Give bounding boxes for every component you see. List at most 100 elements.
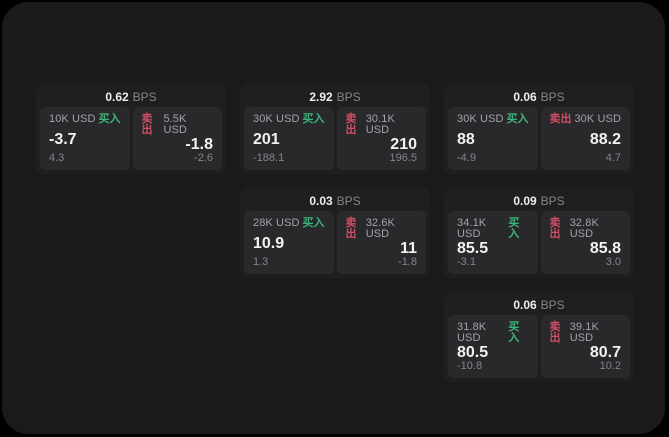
sell-side-label: 卖出	[345, 217, 357, 240]
buy-amount: 30K USD	[253, 113, 300, 125]
card-header: 0.62 BPS	[40, 87, 222, 107]
spread-bps-value: 2.92	[309, 90, 333, 104]
buy-tile[interactable]: 31.8K USD 买入 80.5 -10.8	[448, 315, 538, 378]
buy-sub-value: -4.9	[457, 152, 476, 164]
sell-amount: 32.6K USD	[365, 217, 395, 240]
sell-tile-top-row: 卖出 30.1K USD	[346, 114, 418, 136]
sell-tile[interactable]: 卖出 32.6K USD 11 -1.8	[336, 211, 426, 274]
spread-bps-value: 0.06	[513, 298, 537, 312]
spread-bps-value: 0.06	[513, 90, 537, 104]
buy-sub-value: -10.8	[457, 360, 483, 372]
buy-price: 85.5	[457, 240, 489, 257]
buy-side-label: 买入	[508, 321, 520, 344]
sell-side-label: 卖出	[549, 217, 561, 240]
buy-side-label: 买入	[508, 217, 520, 240]
sell-price: 80.7	[589, 344, 621, 361]
buy-amount: 30K USD	[457, 113, 504, 125]
spread-bps-value: 0.03	[309, 194, 333, 208]
card-header: 0.03 BPS	[244, 191, 426, 211]
sell-sub-value: -1.8	[398, 256, 417, 268]
sell-tile-top-row: 卖出 5.5K USD	[142, 114, 214, 136]
sell-price: 11	[400, 240, 417, 257]
sell-price: 85.8	[589, 240, 621, 257]
sell-price: -1.8	[185, 136, 213, 153]
buy-amount: 10K USD	[49, 113, 96, 125]
buy-side-label: 买入	[302, 113, 325, 125]
buy-tile[interactable]: 28K USD 买入 10.9 1.3	[244, 211, 334, 274]
sell-side-label: 卖出	[549, 113, 572, 125]
card-header: 0.09 BPS	[448, 191, 630, 211]
buy-price: 88	[457, 130, 475, 148]
buy-tile[interactable]: 30K USD 买入 201 -188.1	[244, 107, 334, 170]
sell-amount: 5.5K USD	[163, 113, 187, 136]
sell-price: 210	[390, 136, 417, 153]
sell-amount: 39.1K USD	[569, 321, 599, 344]
buy-tile[interactable]: 30K USD 买入 88 -4.9	[448, 107, 538, 170]
sell-tile-top-row: 卖出 39.1K USD	[550, 322, 622, 344]
buy-tile[interactable]: 10K USD 买入 -3.7 4.3	[40, 107, 130, 170]
quote-tiles: 30K USD 买入 201 -188.1 卖出 30.1K USD 210 1…	[244, 107, 426, 170]
sell-sub-value: 3.0	[605, 256, 621, 268]
sell-tile-top-row: 卖出 32.6K USD	[346, 218, 418, 240]
quote-tiles: 31.8K USD 买入 80.5 -10.8 卖出 39.1K USD 80.…	[448, 315, 630, 378]
sell-price: 88.2	[589, 130, 621, 148]
buy-sub-value: 4.3	[49, 152, 65, 164]
spread-bps-value: 0.62	[105, 90, 129, 104]
buy-tile-top-row: 28K USD 买入	[253, 218, 325, 229]
buy-tile-top-row: 30K USD 买入	[457, 114, 529, 125]
buy-sub-value: -3.1	[457, 256, 476, 268]
buy-price: 201	[253, 130, 280, 148]
buy-tile-top-row: 34.1K USD 买入	[457, 218, 529, 240]
buy-side-label: 买入	[302, 217, 325, 229]
spread-bps-value: 0.09	[513, 194, 537, 208]
buy-sub-value: -188.1	[253, 152, 285, 164]
quote-card: 2.92 BPS 30K USD 买入 201 -188.1 卖出 30.1K …	[240, 83, 430, 174]
sell-tile[interactable]: 卖出 39.1K USD 80.7 10.2	[540, 315, 630, 378]
quote-tiles: 34.1K USD 买入 85.5 -3.1 卖出 32.8K USD 85.8…	[448, 211, 630, 274]
quote-tiles: 28K USD 买入 10.9 1.3 卖出 32.6K USD 11 -1.8	[244, 211, 426, 274]
quote-card: 0.06 BPS 30K USD 买入 88 -4.9 卖出 30K USD 8…	[444, 83, 634, 174]
buy-amount: 34.1K USD	[457, 217, 487, 240]
buy-price: -3.7	[49, 130, 77, 148]
quote-tiles: 30K USD 买入 88 -4.9 卖出 30K USD 88.2 4.7	[448, 107, 630, 170]
spread-bps-unit: BPS	[540, 298, 565, 312]
spread-bps-unit: BPS	[336, 194, 361, 208]
sell-tile[interactable]: 卖出 5.5K USD -1.8 -2.6	[132, 107, 222, 170]
sell-amount: 30K USD	[574, 113, 621, 125]
buy-tile-top-row: 10K USD 买入	[49, 114, 121, 125]
sell-side-label: 卖出	[141, 113, 153, 136]
sell-amount: 30.1K USD	[365, 113, 395, 136]
spread-bps-unit: BPS	[540, 90, 565, 104]
buy-amount: 31.8K USD	[457, 321, 487, 344]
sell-sub-value: 4.7	[605, 152, 621, 164]
sell-sub-value: 196.5	[389, 152, 417, 164]
buy-tile-top-row: 30K USD 买入	[253, 114, 325, 125]
card-header: 0.06 BPS	[448, 295, 630, 315]
sell-side-label: 卖出	[549, 321, 561, 344]
sell-tile[interactable]: 卖出 30K USD 88.2 4.7	[540, 107, 630, 170]
quote-card: 0.06 BPS 31.8K USD 买入 80.5 -10.8 卖出 39.1…	[444, 291, 634, 382]
spread-bps-unit: BPS	[336, 90, 361, 104]
sell-tile[interactable]: 卖出 32.8K USD 85.8 3.0	[540, 211, 630, 274]
buy-amount: 28K USD	[253, 217, 300, 229]
card-header: 2.92 BPS	[244, 87, 426, 107]
spread-bps-unit: BPS	[132, 90, 157, 104]
quote-card: 0.03 BPS 28K USD 买入 10.9 1.3 卖出 32.6K US…	[240, 187, 430, 278]
buy-side-label: 买入	[98, 113, 121, 125]
quote-tiles: 10K USD 买入 -3.7 4.3 卖出 5.5K USD -1.8 -2.…	[40, 107, 222, 170]
sell-tile-top-row: 卖出 32.8K USD	[550, 218, 622, 240]
buy-tile-top-row: 31.8K USD 买入	[457, 322, 529, 344]
sell-sub-value: -2.6	[194, 152, 213, 164]
sell-tile[interactable]: 卖出 30.1K USD 210 196.5	[336, 107, 426, 170]
buy-price: 10.9	[253, 234, 285, 252]
buy-sub-value: 1.3	[253, 256, 269, 268]
sell-amount: 32.8K USD	[569, 217, 599, 240]
buy-tile[interactable]: 34.1K USD 买入 85.5 -3.1	[448, 211, 538, 274]
sell-sub-value: 10.2	[599, 360, 621, 372]
quote-card: 0.62 BPS 10K USD 买入 -3.7 4.3 卖出 5.5K USD…	[36, 83, 226, 174]
buy-side-label: 买入	[506, 113, 529, 125]
sell-tile-top-row: 卖出 30K USD	[550, 114, 622, 125]
spread-bps-unit: BPS	[540, 194, 565, 208]
card-header: 0.06 BPS	[448, 87, 630, 107]
